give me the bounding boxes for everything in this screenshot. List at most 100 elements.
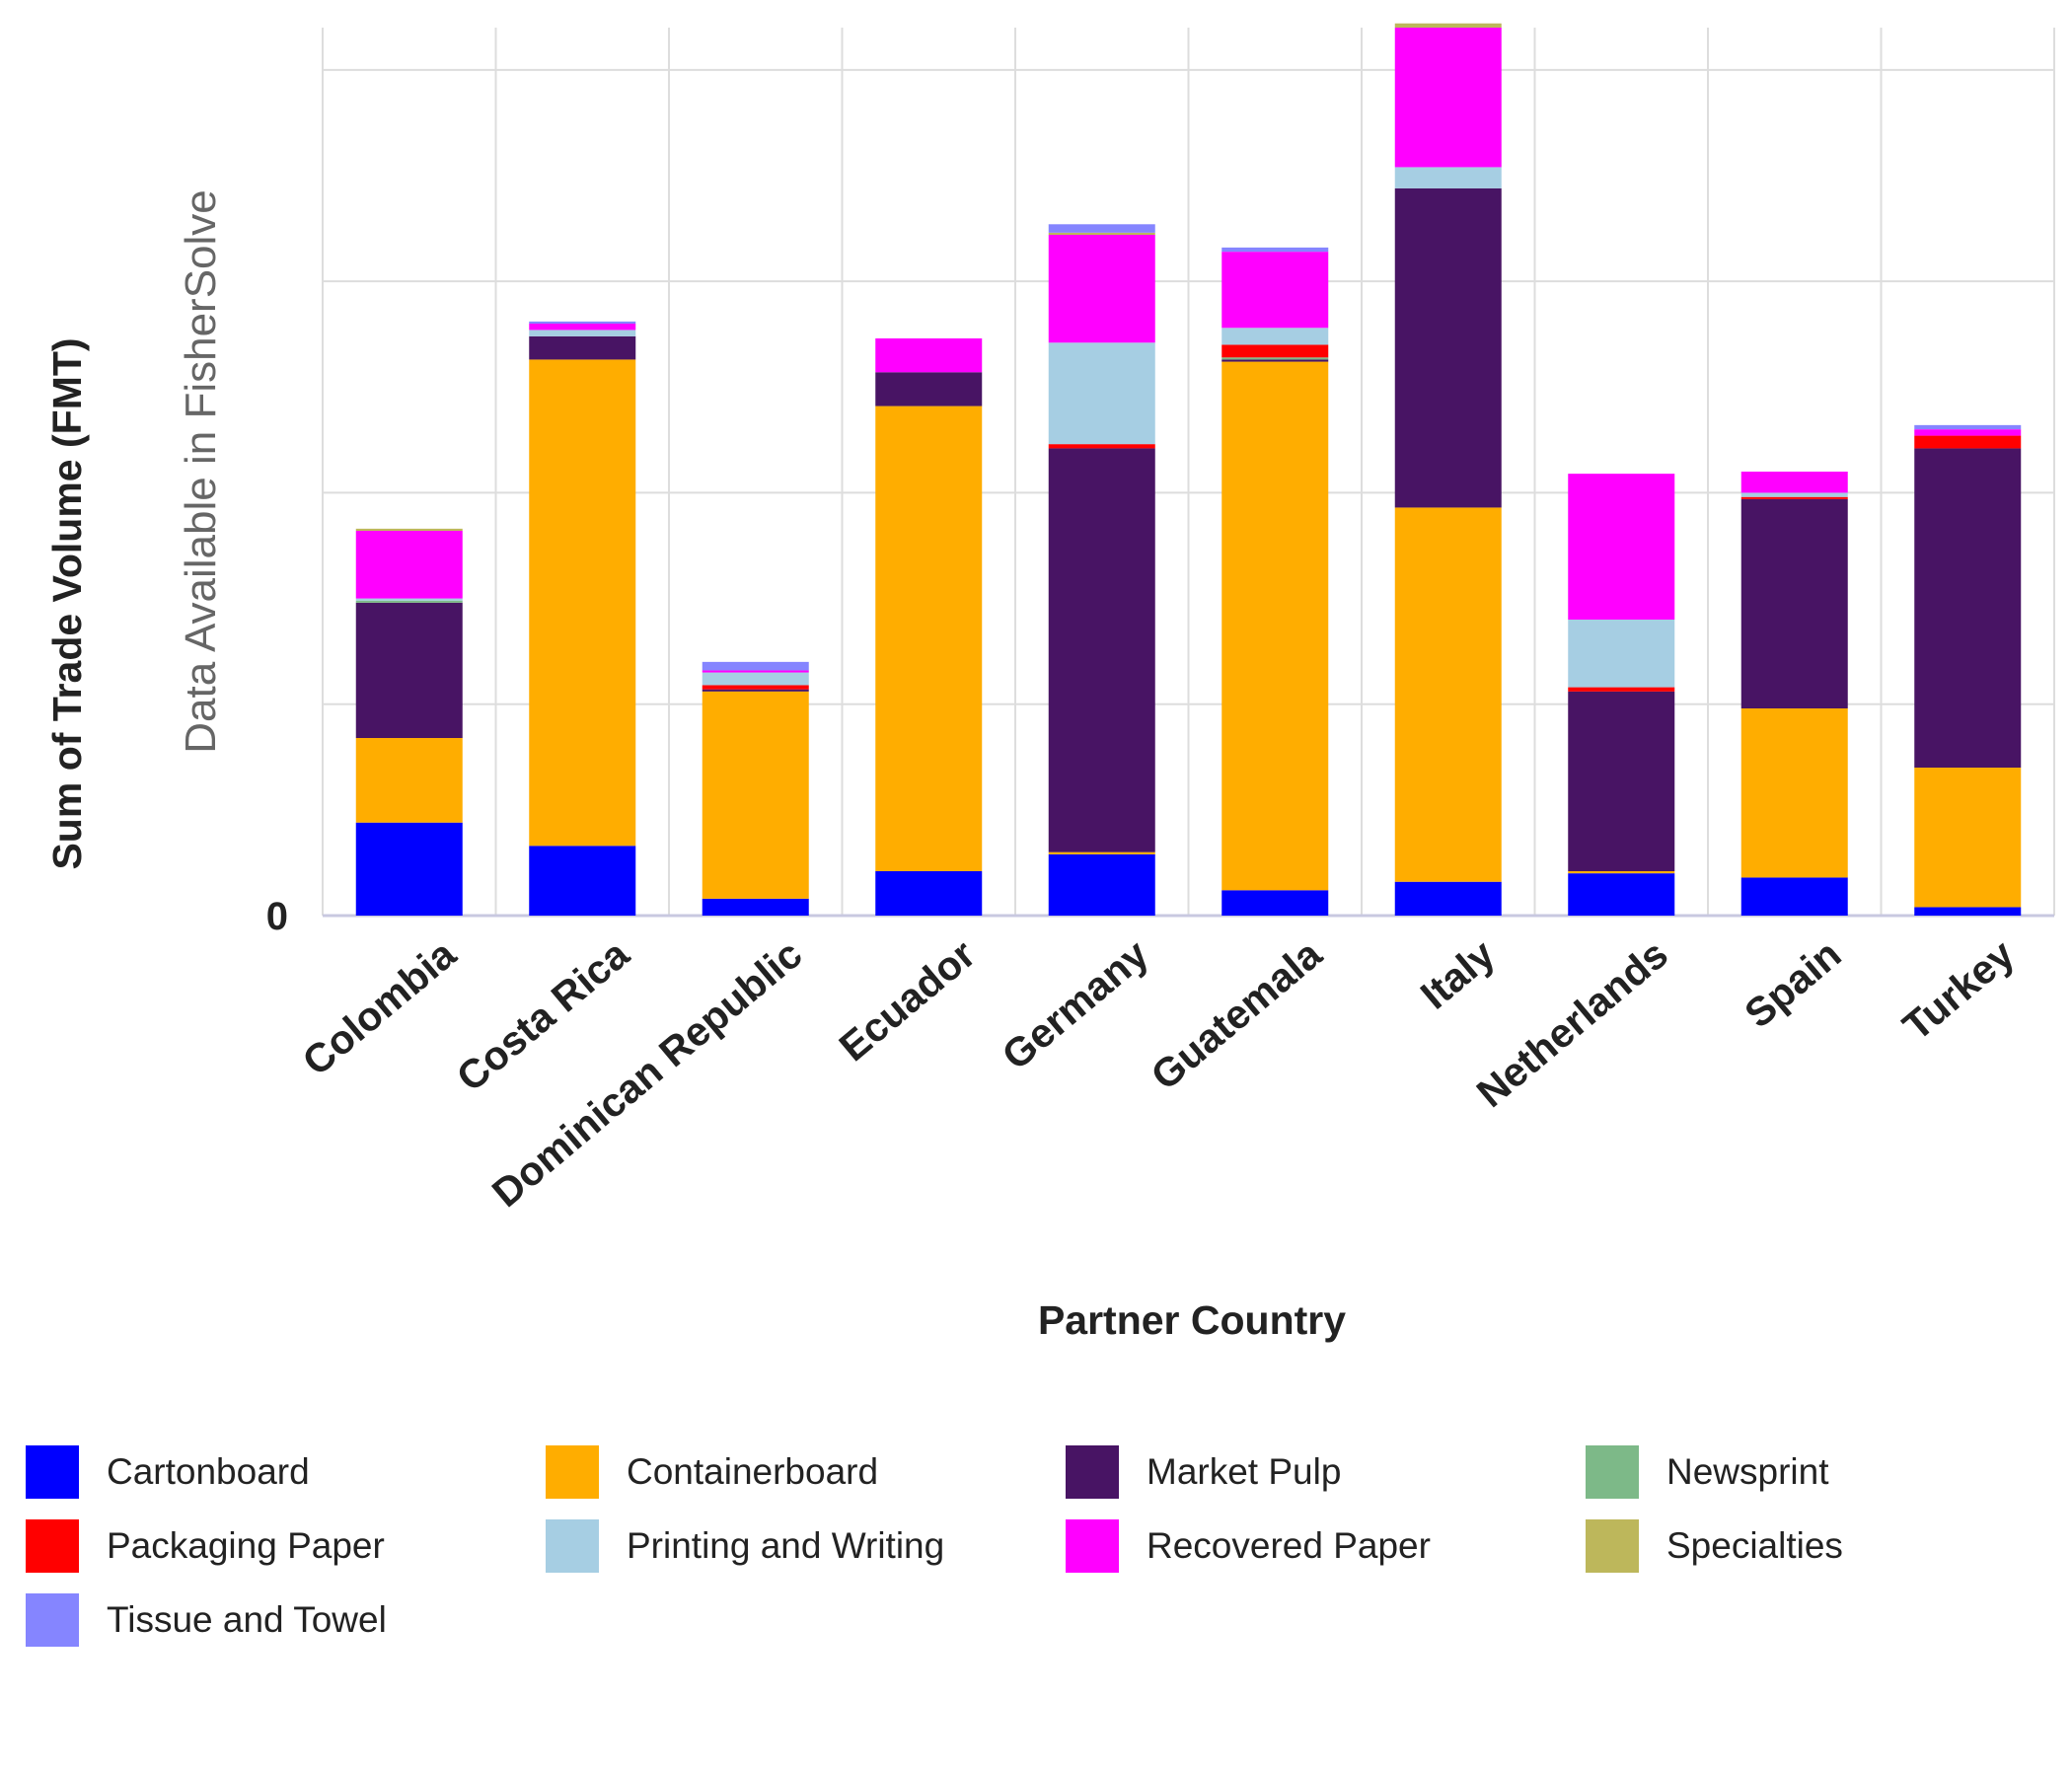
bar-segment-cartonboard xyxy=(875,871,983,916)
x-tick-label: Ecuador xyxy=(831,931,984,1071)
bar-segment-tissue-and-towel xyxy=(529,321,636,324)
bar-segment-market-pulp xyxy=(1740,498,1848,708)
legend-item: Printing and Writing xyxy=(546,1518,944,1574)
x-tick-label: Netherlands xyxy=(1468,931,1676,1117)
legend-item: Cartonboard xyxy=(26,1444,310,1500)
bar-segment-containerboard xyxy=(1048,851,1155,854)
x-tick-label: Germany xyxy=(994,931,1157,1079)
legend-item: Packaging Paper xyxy=(26,1518,385,1574)
legend-label: Tissue and Towel xyxy=(107,1599,387,1640)
legend-item: Tissue and Towel xyxy=(26,1592,387,1648)
x-tick-label: Guatemala xyxy=(1143,930,1331,1099)
bar-segment-cartonboard xyxy=(529,846,636,916)
bar-segment-printing-and-writing xyxy=(1394,167,1502,188)
legend-label: Recovered Paper xyxy=(1147,1525,1431,1566)
bar-segment-containerboard xyxy=(1740,708,1848,878)
x-tick-label: Italy xyxy=(1412,931,1504,1018)
x-tick-label: Spain xyxy=(1736,931,1849,1037)
bar-segment-recovered-paper xyxy=(702,670,809,673)
bar-segment-cartonboard xyxy=(1740,877,1848,916)
bar-segment-recovered-paper xyxy=(355,531,463,599)
legend-label: Containerboard xyxy=(627,1451,879,1492)
bar-segment-cartonboard xyxy=(702,898,809,916)
bar-segment-newsprint xyxy=(355,600,463,603)
bar-segment-market-pulp xyxy=(529,335,636,360)
bar-segment-containerboard xyxy=(529,359,636,847)
bar-segment-recovered-paper xyxy=(1048,235,1155,343)
bar-segment-cartonboard xyxy=(355,822,463,916)
bar-segment-containerboard xyxy=(1221,361,1329,891)
bar-segment-containerboard xyxy=(702,691,809,899)
bar-segment-printing-and-writing xyxy=(529,330,636,336)
legend-item: Newsprint xyxy=(1586,1444,1829,1500)
bars xyxy=(355,23,2022,916)
bar-segment-recovered-paper xyxy=(1394,28,1502,168)
bar-segment-recovered-paper xyxy=(1221,252,1329,329)
bar-segment-packaging-paper xyxy=(1048,444,1155,449)
bar-segment-newsprint xyxy=(1221,357,1329,360)
bar-segment-tissue-and-towel xyxy=(702,661,809,671)
bar-segment-market-pulp xyxy=(1914,448,2022,768)
legend-swatch xyxy=(546,1519,599,1573)
bar-segment-containerboard xyxy=(875,406,983,871)
bar-segment-packaging-paper xyxy=(702,685,809,690)
legend: Cartonboard Containerboard Market Pulp News… xyxy=(26,1444,2058,1681)
bar-segment-market-pulp xyxy=(702,689,809,692)
legend-label: Market Pulp xyxy=(1147,1451,1342,1492)
grid-lines xyxy=(322,28,2055,918)
bar-segment-recovered-paper xyxy=(1740,472,1848,493)
x-tick-label: Dominican Republic xyxy=(483,931,810,1217)
legend-swatch xyxy=(1586,1445,1639,1499)
x-tick-label: Turkey xyxy=(1894,931,2023,1050)
bar-segment-recovered-paper xyxy=(529,324,636,331)
bar-segment-market-pulp xyxy=(1394,187,1502,508)
bar-segment-containerboard xyxy=(355,738,463,823)
y-axis-title: Sum of Trade Volume (FMT) xyxy=(44,337,90,869)
bar-segment-printing-and-writing xyxy=(1740,492,1848,497)
bar-segment-printing-and-writing xyxy=(702,672,809,686)
x-tick-label: Colombia xyxy=(294,930,466,1084)
legend-swatch xyxy=(1066,1445,1119,1499)
watermark-text: Data Available in FisherSolve xyxy=(177,189,225,754)
legend-swatch xyxy=(26,1519,79,1573)
bar-segment-printing-and-writing xyxy=(1221,328,1329,345)
legend-label: Newsprint xyxy=(1666,1451,1829,1492)
x-axis-title: Partner Country xyxy=(1038,1297,1346,1343)
bar-segment-cartonboard xyxy=(1221,890,1329,916)
legend-item: Containerboard xyxy=(546,1444,878,1500)
bar-segment-market-pulp xyxy=(1221,359,1329,362)
legend-swatch xyxy=(26,1445,79,1499)
bar-segment-containerboard xyxy=(1568,871,1675,874)
bar-segment-specialties xyxy=(1394,23,1502,28)
legend-swatch xyxy=(1586,1519,1639,1573)
bar-segment-cartonboard xyxy=(1914,907,2022,916)
axes: Sum of Trade Volume (FMT) Data Available… xyxy=(44,189,1346,1343)
bar-segment-packaging-paper xyxy=(1740,496,1848,499)
bar-segment-market-pulp xyxy=(875,372,983,406)
bar-segment-recovered-paper xyxy=(1914,429,2022,436)
bar-segment-tissue-and-towel xyxy=(1221,247,1329,253)
bar-segment-packaging-paper xyxy=(1221,344,1329,358)
legend-label: Specialties xyxy=(1666,1525,1843,1566)
legend-label: Printing and Writing xyxy=(627,1525,945,1566)
legend-label: Cartonboard xyxy=(107,1451,310,1492)
bar-segment-market-pulp xyxy=(1568,691,1675,871)
bar-segment-packaging-paper xyxy=(1568,687,1675,692)
bar-segment-containerboard xyxy=(1394,507,1502,882)
bar-segment-specialties xyxy=(1048,232,1155,235)
bar-segment-cartonboard xyxy=(1394,881,1502,916)
legend-item: Market Pulp xyxy=(1066,1444,1341,1500)
bar-segment-printing-and-writing xyxy=(1568,620,1675,688)
legend-item: Recovered Paper xyxy=(1066,1518,1431,1574)
bar-segment-cartonboard xyxy=(1048,853,1155,916)
bar-segment-market-pulp xyxy=(1048,448,1155,852)
bar-segment-tissue-and-towel xyxy=(1914,424,2022,430)
bar-segment-cartonboard xyxy=(1568,873,1675,916)
legend-swatch xyxy=(26,1593,79,1647)
bar-segment-market-pulp xyxy=(355,602,463,738)
legend-swatch xyxy=(1066,1519,1119,1573)
bar-segment-packaging-paper xyxy=(1914,435,2022,449)
bar-segment-recovered-paper xyxy=(875,338,983,373)
